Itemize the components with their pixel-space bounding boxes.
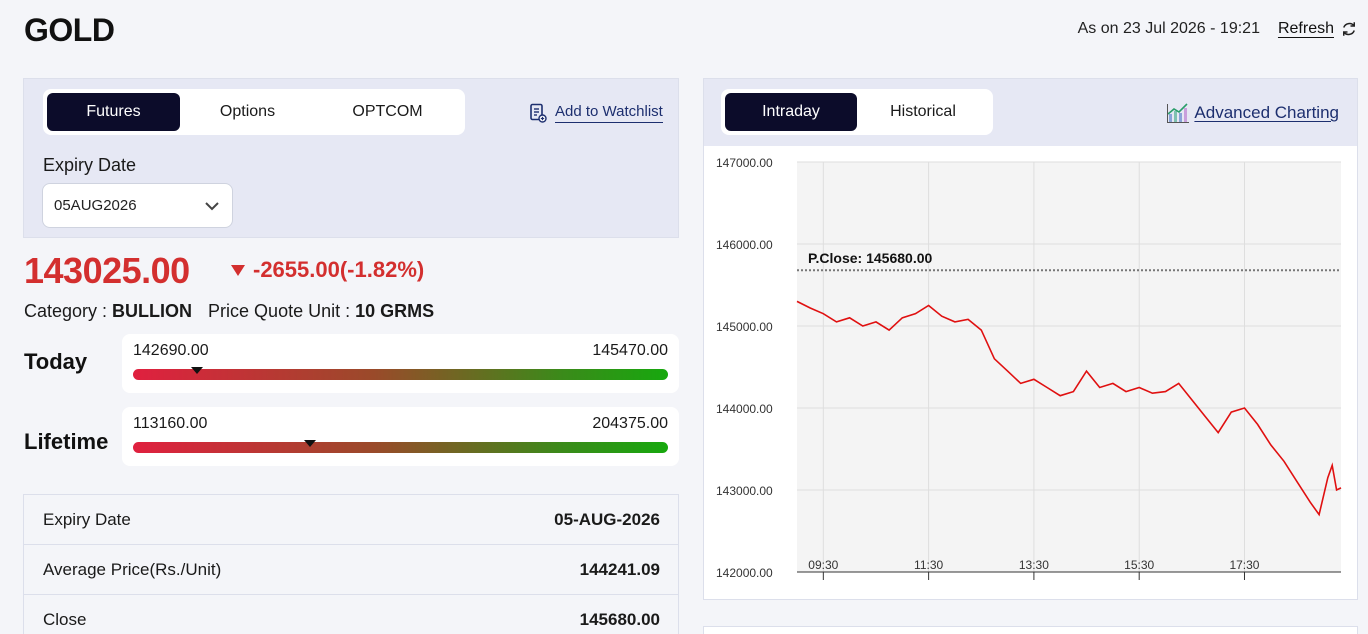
category-value: BULLION	[112, 301, 193, 321]
next-panel-edge	[703, 626, 1358, 634]
lifetime-range-marker	[303, 440, 316, 447]
x-tick-label: 15:30	[1124, 558, 1154, 572]
y-tick-label: 142000.00	[716, 566, 773, 580]
contract-selector-panel: Futures Options OPTCOM Add to Watchlist …	[23, 78, 679, 238]
price-change: -2655.00(-1.82%)	[231, 257, 424, 283]
as-on-timestamp: As on 23 Jul 2026 - 19:21	[1077, 20, 1260, 37]
unit-value: 10 GRMS	[355, 301, 435, 321]
contract-meta: Category : BULLION Price Quote Unit : 10 …	[24, 301, 434, 322]
advanced-charting-label[interactable]: Advanced Charting	[1194, 103, 1339, 122]
y-tick-label: 146000.00	[716, 238, 773, 252]
detail-value: 144241.09	[579, 559, 660, 579]
detail-value: 05-AUG-2026	[554, 509, 660, 529]
tab-historical[interactable]: Historical	[890, 103, 956, 120]
today-range-label: Today	[24, 349, 88, 374]
x-tick-label: 17:30	[1229, 558, 1259, 572]
contract-details-table: Expiry Date 05-AUG-2026 Average Price(Rs…	[23, 494, 679, 634]
tab-futures[interactable]: Futures	[47, 93, 180, 131]
refresh-icon[interactable]	[1340, 20, 1358, 38]
down-arrow-icon	[231, 264, 245, 276]
today-low: 142690.00	[133, 342, 209, 359]
y-tick-label: 147000.00	[716, 156, 773, 170]
today-range-bar	[133, 369, 668, 380]
y-tick-label: 144000.00	[716, 402, 773, 416]
chart-panel: Intraday Historical Advanced Charting 14…	[703, 78, 1358, 600]
tab-intraday[interactable]: Intraday	[725, 93, 857, 131]
detail-label: Expiry Date	[43, 509, 131, 529]
instrument-tabs: Futures Options OPTCOM	[43, 89, 465, 135]
price-series-line	[796, 300, 1342, 517]
x-tick-label: 09:30	[808, 558, 838, 572]
x-tick-label: 13:30	[1019, 558, 1049, 572]
tab-optcom[interactable]: OPTCOM	[352, 103, 423, 120]
y-tick-label: 145000.00	[716, 320, 773, 334]
lifetime-range: 113160.00 204375.00	[122, 407, 679, 466]
x-tick-label: 11:30	[914, 558, 943, 572]
last-price: 143025.00	[24, 250, 190, 291]
expiry-date-value: 05AUG2026	[54, 197, 137, 214]
lifetime-low: 113160.00	[133, 415, 208, 432]
y-tick-label: 143000.00	[716, 484, 773, 498]
add-to-watchlist-button[interactable]: Add to Watchlist	[529, 103, 663, 123]
table-row: Average Price(Rs./Unit) 144241.09	[24, 545, 678, 595]
y-axis-ticks: 147000.00 146000.00 145000.00 144000.00 1430…	[716, 156, 773, 580]
category-label: Category :	[24, 301, 113, 321]
header-status: As on 23 Jul 2026 - 19:21 Refresh	[1078, 20, 1358, 38]
tab-options[interactable]: Options	[219, 103, 276, 120]
chart-icon	[1167, 103, 1190, 123]
intraday-chart: 147000.00 146000.00 145000.00 144000.00 1430…	[716, 156, 1342, 580]
watchlist-icon	[530, 103, 547, 123]
expiry-date-label: Expiry Date	[43, 155, 137, 175]
chevron-down-icon	[205, 201, 219, 210]
refresh-button[interactable]: Refresh	[1277, 20, 1334, 37]
today-high: 145470.00	[592, 342, 668, 359]
plot-area	[797, 162, 1341, 572]
page-title: GOLD	[24, 12, 115, 48]
lifetime-range-label: Lifetime	[24, 429, 109, 454]
chart-panel-header: Intraday Historical Advanced Charting	[704, 79, 1357, 146]
today-range-marker	[191, 367, 204, 374]
table-row: Expiry Date 05-AUG-2026	[24, 495, 678, 545]
price-change-value: -2655.00(-1.82%)	[253, 257, 425, 282]
advanced-charting-link[interactable]: Advanced Charting	[1166, 102, 1339, 124]
today-range: 142690.00 145470.00	[122, 334, 679, 393]
unit-label: Price Quote Unit :	[208, 301, 356, 321]
watchlist-label[interactable]: Add to Watchlist	[555, 103, 663, 123]
expiry-date-select[interactable]: 05AUG2026	[42, 183, 233, 228]
table-row: Close 145680.00	[24, 595, 678, 634]
lifetime-high: 204375.00	[592, 415, 668, 432]
chart-tabs: Intraday Historical	[721, 89, 993, 135]
prev-close-label: P.Close: 145680.00	[808, 250, 932, 266]
detail-label: Close	[43, 609, 87, 629]
detail-label: Average Price(Rs./Unit)	[43, 559, 222, 579]
x-axis-ticks: 09:30 11:30 13:30 15:30 17:30	[808, 558, 1260, 580]
lifetime-range-bar	[133, 442, 668, 453]
detail-value: 145680.00	[579, 609, 660, 629]
